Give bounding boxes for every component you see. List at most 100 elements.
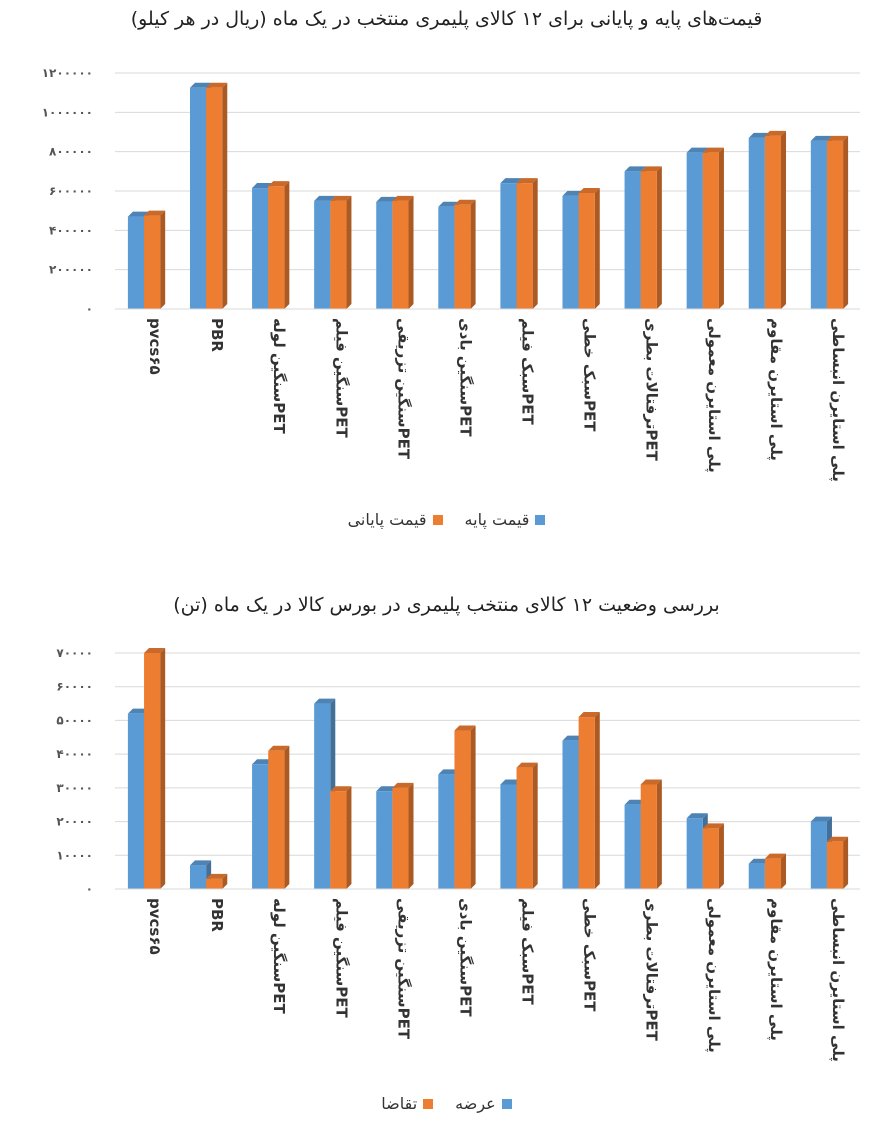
bar-front (330, 200, 347, 309)
bar-side (346, 786, 352, 889)
legend-swatch-orange (423, 1098, 434, 1109)
bar-side (160, 648, 166, 889)
category-label: pvcs۶۵ (146, 318, 164, 375)
bar-top (376, 786, 398, 792)
legend-item-final-price: قیمت پایانی (348, 510, 443, 529)
bar-side (718, 823, 724, 889)
bar-front (127, 216, 145, 309)
bar-front (330, 791, 347, 889)
bar-front (686, 152, 703, 309)
bar-orange (330, 195, 352, 309)
chart1-plot: ۱۲۰۰۰۰۰ ۱۰۰۰۰۰۰ ۸۰۰۰۰۰ ۶۰۰۰۰۰ ۴۰۰۰۰۰ ۲۰۰۰۰۰ ۰ p… (42, 66, 860, 482)
bar-top (268, 745, 290, 751)
bar-side (781, 130, 787, 309)
bar-side (718, 147, 724, 309)
bar-top (500, 779, 522, 785)
bar-side (470, 725, 476, 889)
category-label: PETسبک فیلم (519, 318, 537, 426)
y-tick-label: ۱۲۰۰۰۰۰ (42, 66, 93, 80)
bar-top (189, 860, 212, 866)
bar-front (454, 730, 471, 889)
bar-top (438, 769, 460, 775)
bar-front (810, 140, 827, 309)
bar-front (314, 703, 331, 889)
bar-orange (640, 779, 662, 889)
category-label: PBR (208, 898, 226, 932)
y-tick-label: ۴۰۰۰۰۰ (49, 223, 93, 237)
bar-front (764, 858, 782, 889)
bar-front (810, 821, 827, 889)
bar-front (516, 183, 533, 309)
bar-front (702, 828, 719, 889)
bar-front (314, 200, 331, 309)
bar-top (640, 166, 662, 172)
bar-side (222, 873, 228, 889)
category-label: PETسنگین لوله (270, 318, 288, 434)
category-label: PETسنگین بادی (456, 898, 474, 1017)
bar-side (594, 712, 600, 889)
legend-swatch-blue (501, 1098, 512, 1109)
y-tick-label: ۷۰۰۰۰ (56, 646, 93, 660)
bar-top (764, 853, 787, 859)
bar-orange (578, 187, 600, 309)
category-label: PETسنگین تزریقی (394, 318, 412, 460)
bar-top (314, 195, 336, 201)
bar-orange (392, 782, 414, 889)
bar-side (346, 195, 352, 309)
legend-label-final-price: قیمت پایانی (347, 510, 427, 529)
bar-front (578, 192, 595, 309)
bar-top (826, 836, 849, 842)
y-tick-label: ۵۰۰۰۰ (56, 713, 93, 727)
bar-top (392, 195, 414, 201)
bar-side (532, 178, 538, 309)
bar-orange (268, 745, 290, 889)
y-tick-label: ۶۰۰۰۰ (56, 680, 93, 694)
y-tick-label: ۳۰۰۰۰ (56, 781, 93, 795)
y-tick-label: ۲۰۰۰۰ (56, 815, 93, 829)
bar-top (127, 211, 150, 217)
bar-top (578, 187, 600, 193)
bar-front (748, 863, 765, 889)
bar-top (748, 132, 770, 138)
bar-orange (330, 786, 352, 889)
bar-orange (640, 166, 662, 309)
bar-top (127, 708, 150, 714)
bar-front (686, 818, 703, 889)
bar-side (408, 782, 414, 889)
category-label: پلی استایرن انبساطی (828, 898, 847, 1062)
bar-side (843, 836, 849, 889)
bar-top (144, 210, 166, 216)
legend-item-base-price: قیمت پایه (465, 510, 546, 529)
legend-label-supply: عرضه (455, 1094, 496, 1113)
bar-front (206, 87, 223, 309)
bar-front (376, 201, 393, 309)
legend-swatch-orange (432, 514, 443, 525)
bar-top (686, 813, 708, 819)
bar-front (516, 767, 533, 889)
bar-side (843, 135, 849, 309)
bar-front (826, 140, 844, 309)
bar-orange (764, 130, 787, 309)
bar-orange (516, 762, 538, 889)
legend-label-base-price: قیمت پایه (464, 510, 530, 529)
y-tick-label: ۱۰۰۰۰ (56, 848, 93, 862)
bar-orange (702, 147, 724, 309)
bar-top (252, 183, 274, 189)
category-label: PETترفتالات بطری (643, 898, 661, 1042)
bar-side (284, 745, 290, 889)
bar-front (252, 188, 269, 309)
bar-top (764, 130, 787, 136)
bar-top (624, 799, 646, 805)
bar-side (656, 779, 662, 889)
bar-top (314, 698, 336, 704)
bar-front (438, 774, 455, 889)
y-tick-label: ۲۰۰۰۰۰ (49, 263, 93, 277)
y-tick-label: ۰ (86, 882, 93, 896)
bar-front (702, 152, 719, 309)
legend-swatch-blue (535, 514, 546, 525)
bar-front (624, 171, 641, 309)
bar-top (144, 648, 166, 653)
bar-top (454, 199, 476, 205)
chart2-legend: عرضه تقاضا (0, 1094, 893, 1113)
bar-front (392, 787, 409, 889)
